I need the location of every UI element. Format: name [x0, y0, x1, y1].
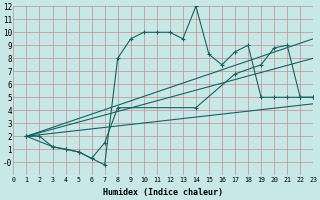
- X-axis label: Humidex (Indice chaleur): Humidex (Indice chaleur): [103, 188, 223, 197]
